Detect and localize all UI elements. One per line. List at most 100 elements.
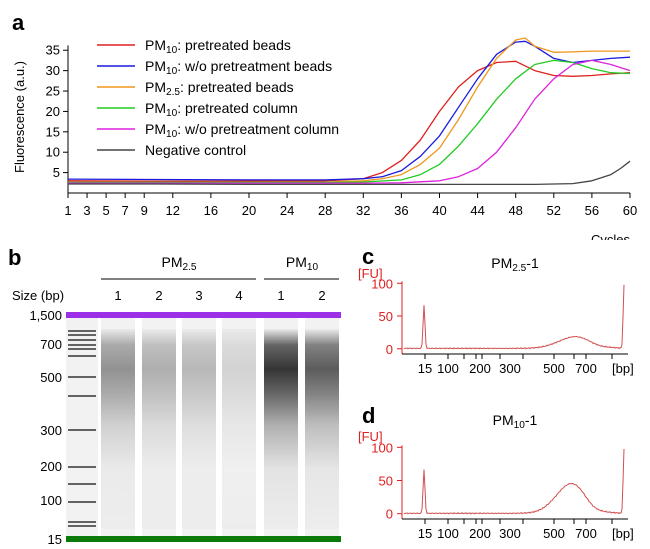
electropherogram-c: c PM2.5-1 [FU] 0 50 100 15 100 200 300 500 700 [bp]	[358, 244, 634, 376]
legend: PM10: pretreated beads PM10: w/o pretreat…	[97, 37, 339, 158]
x-tick-label: 200	[469, 361, 491, 376]
y-tick-label: 30	[46, 63, 60, 78]
x-tick-label: 300	[499, 361, 521, 376]
x-axis-label: Cycles	[591, 232, 631, 240]
amplification-curves	[67, 37, 631, 186]
x-tick-label: 16	[204, 203, 218, 218]
x-tick-label: 500	[543, 526, 565, 541]
panel-letter-a: a	[12, 10, 25, 35]
lane-number: 2	[318, 288, 325, 303]
lower-marker-band	[66, 536, 341, 542]
lane-number: 4	[235, 288, 242, 303]
x-tick-label: 700	[575, 526, 597, 541]
legend-entry: PM10: w/o pretreatment column	[145, 121, 339, 140]
ladder-band	[68, 376, 96, 378]
chart-title: PM2.5-1	[491, 255, 539, 274]
lane-number: 1	[114, 288, 121, 303]
y-tick-label: 0	[386, 342, 393, 357]
electropherogram-trace	[403, 284, 625, 350]
size-label: 1,500	[29, 308, 62, 323]
x-tick-label: 56	[585, 203, 599, 218]
x-tick-label: 100	[437, 361, 459, 376]
ladder-band	[68, 525, 96, 527]
lane-smear	[222, 329, 256, 529]
legend-entry: Negative control	[145, 142, 246, 158]
x-tick-label: 5	[102, 203, 109, 218]
y-tick-label: 100	[371, 440, 393, 455]
lane-number: 1	[277, 288, 284, 303]
x-tick-label: 52	[547, 203, 561, 218]
chart-title: PM10-1	[493, 412, 538, 431]
x-tick-label: 1	[64, 203, 71, 218]
x-tick-label: 48	[508, 203, 522, 218]
panel-letter-b: b	[8, 249, 21, 270]
size-label: 100	[40, 493, 62, 508]
x-tick-label: 700	[575, 361, 597, 376]
legend-entry: PM2.5: pretreated beads	[145, 79, 294, 98]
x-tick-label: 200	[469, 526, 491, 541]
ladder-band	[68, 501, 96, 503]
y-axis-label: [FU]	[358, 429, 383, 444]
size-label: 500	[40, 370, 62, 385]
gel-lanes	[66, 312, 341, 542]
lane-smear	[101, 329, 135, 529]
panel-letter-d: d	[362, 403, 375, 428]
size-label: 15	[48, 532, 62, 547]
group-label: PM2.5	[161, 254, 196, 273]
x-tick-label: 44	[470, 203, 484, 218]
y-tick-label: 20	[46, 104, 60, 119]
x-tick-label: 20	[242, 203, 256, 218]
ladder-band	[68, 395, 96, 397]
y-tick-label: 25	[46, 84, 60, 99]
y-tick-label: 35	[46, 43, 60, 58]
size-header: Size (bp)	[12, 288, 64, 303]
size-label: 200	[40, 459, 62, 474]
ladder-band	[68, 334, 96, 336]
series-line-5	[68, 59, 631, 184]
lane-smear	[305, 329, 339, 529]
size-label: 300	[40, 423, 62, 438]
y-axis-label: [FU]	[358, 266, 383, 281]
legend-entry: PM10: pretreated column	[145, 100, 298, 119]
lane-number: 2	[155, 288, 162, 303]
legend-entry: PM10: w/o pretreatment beads	[145, 58, 332, 77]
y-tick-label: 0	[386, 507, 393, 522]
y-tick-label: 5	[53, 165, 60, 180]
x-tick-label: 300	[499, 526, 521, 541]
electropherogram-d: d PM10-1 [FU] 0 50 100 15 100 200 300 500 700 [bp]	[358, 403, 634, 541]
x-tick-label: 15	[418, 361, 432, 376]
y-axis-label: Fluorescence (a.u.)	[12, 61, 27, 173]
lane-smear	[182, 329, 216, 529]
x-tick-label: 9	[141, 203, 148, 218]
x-tick-label: 28	[318, 203, 332, 218]
y-tick-label: 50	[379, 309, 393, 324]
ladder-band	[68, 339, 96, 341]
x-tick-label: 12	[166, 203, 180, 218]
upper-marker-band	[66, 312, 341, 318]
lane-smear	[264, 329, 298, 529]
x-tick-label: 60	[623, 203, 637, 218]
ladder-band	[68, 466, 96, 468]
x-tick-label: 7	[122, 203, 129, 218]
lane-number: 3	[195, 288, 202, 303]
ladder-band	[68, 429, 96, 431]
x-tick-label: 15	[418, 526, 432, 541]
ladder-band	[68, 483, 96, 485]
x-tick-label: 36	[394, 203, 408, 218]
y-tick-label: 100	[371, 276, 393, 291]
ladder-band	[68, 348, 96, 350]
x-axis-label: [bp]	[612, 526, 634, 541]
y-tick-label: 50	[379, 474, 393, 489]
x-tick-label: 500	[543, 361, 565, 376]
y-tick-label: 10	[46, 145, 60, 160]
legend-entry: PM10: pretreated beads	[145, 37, 291, 56]
group-label: PM10	[286, 254, 319, 273]
x-tick-label: 32	[356, 203, 370, 218]
size-label: 700	[40, 337, 62, 352]
x-axis: 1 3 5 7 9 12 16 20 24 28 32 36 40 44 48 52 56 60	[64, 192, 637, 218]
ladder-band	[68, 330, 96, 332]
y-axis: 5 10 15 20 25 30 35	[46, 43, 69, 193]
